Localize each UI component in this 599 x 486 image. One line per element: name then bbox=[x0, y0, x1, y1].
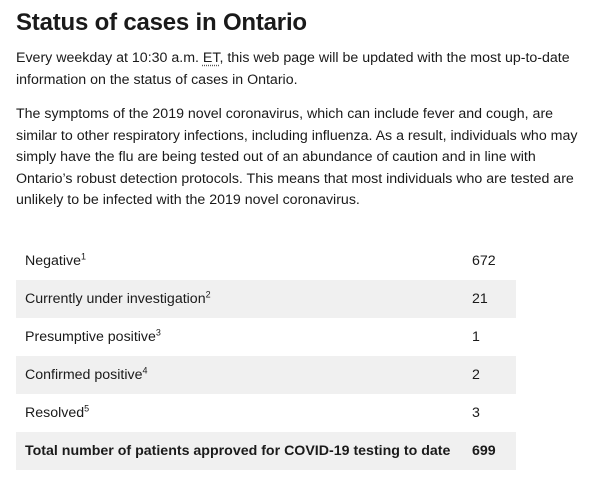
update-notice: Every weekday at 10:30 a.m. ET, this web… bbox=[16, 48, 586, 91]
footnote-marker[interactable]: 5 bbox=[84, 403, 90, 414]
footnote-marker[interactable]: 3 bbox=[155, 327, 161, 338]
row-label-text: Presumptive positive bbox=[25, 329, 156, 345]
table-row: Negative1 672 bbox=[16, 242, 516, 280]
table-row: Currently under investigation2 21 bbox=[16, 280, 516, 318]
symptoms-paragraph: The symptoms of the 2019 novel coronavir… bbox=[16, 106, 578, 208]
table-row: Resolved5 3 bbox=[16, 394, 516, 432]
row-label: Presumptive positive3 bbox=[16, 318, 464, 356]
row-value: 672 bbox=[472, 253, 496, 269]
row-value: 2 bbox=[464, 356, 516, 394]
row-label: Currently under investigation2 bbox=[16, 280, 464, 318]
row-label-text: Confirmed positive bbox=[25, 367, 143, 383]
case-status-table: Negative1 672 Currently under investigat… bbox=[16, 242, 516, 470]
eastern-time-abbreviation[interactable]: ET bbox=[202, 50, 220, 66]
row-label: Negative1 bbox=[16, 242, 464, 280]
row-label-text: Resolved bbox=[25, 405, 85, 421]
footnote-marker[interactable]: 4 bbox=[142, 365, 148, 376]
total-row: Total number of patients approved for CO… bbox=[16, 432, 516, 470]
update-notice-text-start: Every weekday at 10:30 a.m. bbox=[16, 50, 203, 66]
total-label: Total number of patients approved for CO… bbox=[16, 432, 464, 470]
table-row: Confirmed positive4 2 bbox=[16, 356, 516, 394]
row-label-text: Currently under investigation bbox=[25, 291, 206, 307]
update-notice-text-end: , this web page will be updated with the… bbox=[16, 50, 570, 88]
page-title: Status of cases in Ontario bbox=[16, 9, 307, 36]
footnote-marker[interactable]: 1 bbox=[81, 251, 87, 262]
footnote-marker[interactable]: 2 bbox=[205, 289, 211, 300]
main-content: Status of cases in Ontario Every weekday… bbox=[16, 0, 586, 212]
row-value: 1 bbox=[472, 329, 480, 345]
row-label-text: Negative bbox=[25, 253, 81, 269]
row-label: Resolved5 bbox=[16, 394, 464, 432]
total-value: 699 bbox=[464, 432, 516, 470]
row-value: 21 bbox=[464, 280, 516, 318]
table-row: Presumptive positive3 1 bbox=[16, 318, 516, 356]
row-label: Confirmed positive4 bbox=[16, 356, 464, 394]
row-value: 3 bbox=[472, 405, 480, 421]
